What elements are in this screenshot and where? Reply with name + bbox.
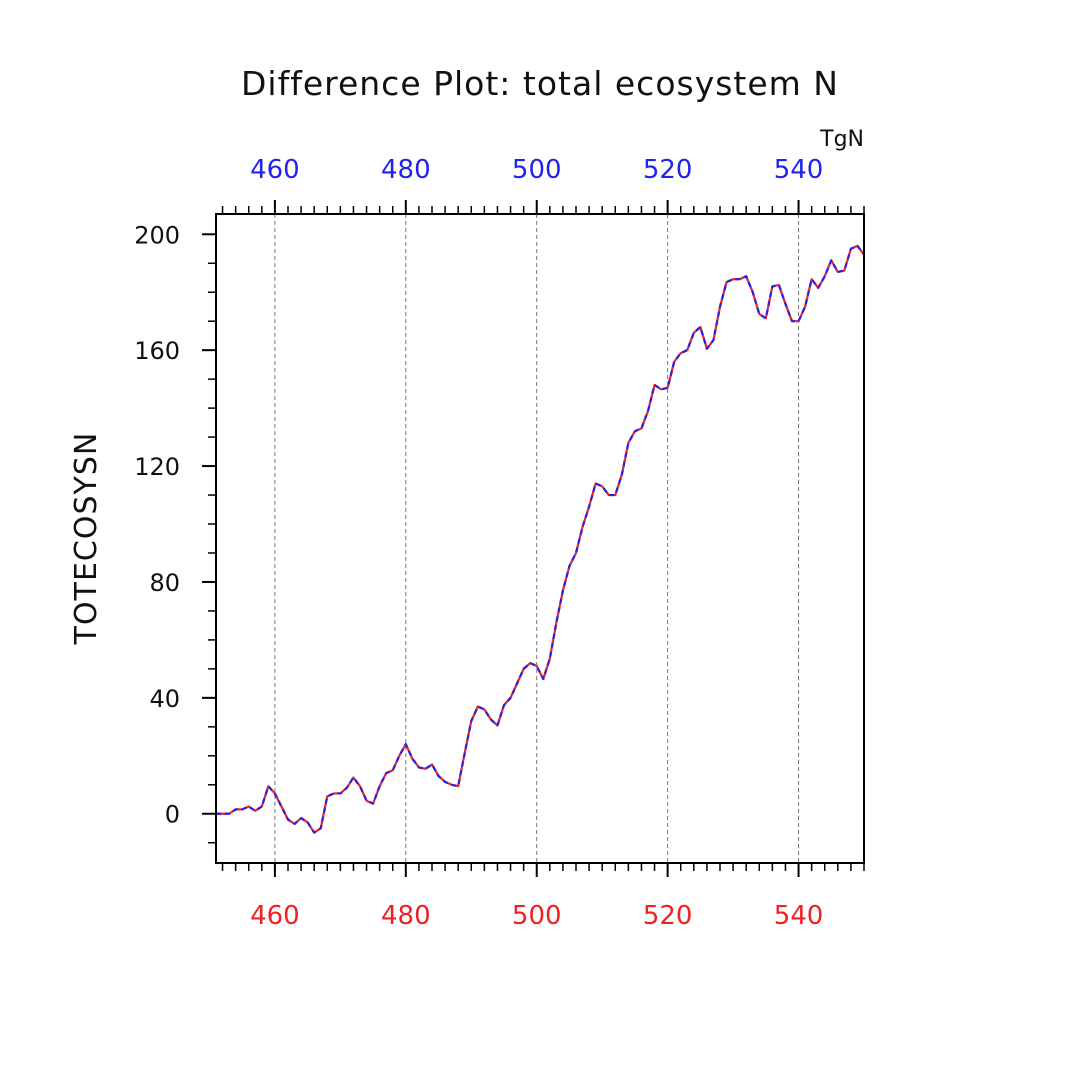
x-tick-label-bottom-460: 460 (250, 901, 300, 931)
x-tick-label-top-460: 460 (250, 155, 300, 185)
series-layer (216, 244, 865, 834)
y-tick-label-40: 40 (149, 685, 180, 713)
y-tick-label-160: 160 (134, 337, 180, 365)
y-tick-label-80: 80 (149, 569, 180, 597)
x-tick-label-top-480: 480 (381, 155, 431, 185)
series-line-blue (216, 244, 865, 834)
y-tick-label-200: 200 (134, 221, 180, 249)
units-label: TgN (819, 127, 864, 152)
x-tick-label-bottom-520: 520 (643, 901, 693, 931)
axis-tick-labels: 460 460 480 480 500 500 520 520 540 540 0 40 80 120 16… (134, 155, 823, 931)
x-tick-label-bottom-500: 500 (512, 901, 562, 931)
x-tick-label-top-540: 540 (774, 155, 824, 185)
y-tick-label-120: 120 (134, 453, 180, 481)
x-tick-label-bottom-540: 540 (774, 901, 824, 931)
axis-ticks (202, 200, 865, 877)
x-tick-label-top-520: 520 (643, 155, 693, 185)
x-tick-label-bottom-480: 480 (381, 901, 431, 931)
chart-title: Difference Plot: total ecosystem N (241, 64, 839, 103)
x-tick-label-top-500: 500 (512, 155, 562, 185)
series-line-red (216, 244, 865, 834)
plot-frame (215, 213, 865, 864)
y-axis-label: TOTECOSYSN (69, 432, 104, 646)
y-tick-label-0: 0 (165, 801, 180, 829)
